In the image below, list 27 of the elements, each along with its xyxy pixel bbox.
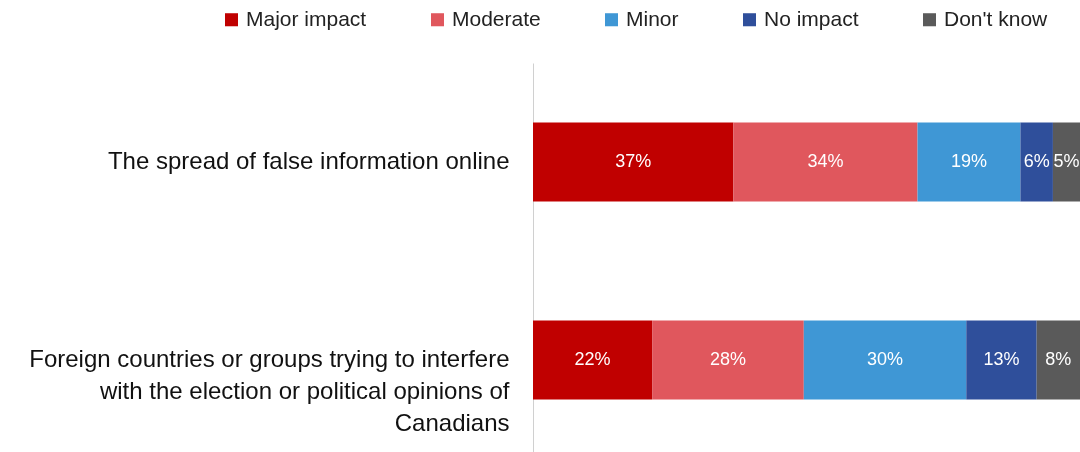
legend-label: No impact [764, 6, 859, 30]
bar [917, 122, 1021, 202]
data-label: 34% [807, 151, 844, 171]
bar [966, 320, 1037, 400]
data-label: 37% [615, 151, 652, 171]
data-label: 22% [574, 349, 611, 369]
legend-label: Moderate [452, 6, 541, 30]
bar [1020, 122, 1053, 202]
bar [652, 320, 804, 400]
data-label: 8% [1045, 349, 1072, 369]
bar [1036, 320, 1080, 400]
y-tick-label: Foreign countries or groups trying to interfere with the election or political opinions of Canadians [29, 345, 510, 436]
legend-label: Minor [626, 6, 679, 30]
data-label: 6% [1023, 151, 1050, 171]
bar [803, 320, 967, 400]
bar [533, 320, 653, 400]
data-label: 30% [867, 349, 904, 369]
data-label: 28% [709, 349, 746, 369]
bar [733, 122, 918, 202]
data-label: 13% [983, 349, 1020, 369]
legend-label: Major impact [246, 6, 367, 30]
bar [1052, 122, 1080, 202]
legend-label: Don't know [944, 6, 1049, 30]
y-tick-label: The spread of false information online [107, 147, 510, 174]
data-label: 19% [950, 151, 987, 171]
data-label: 5% [1053, 151, 1080, 171]
bar [533, 122, 734, 202]
